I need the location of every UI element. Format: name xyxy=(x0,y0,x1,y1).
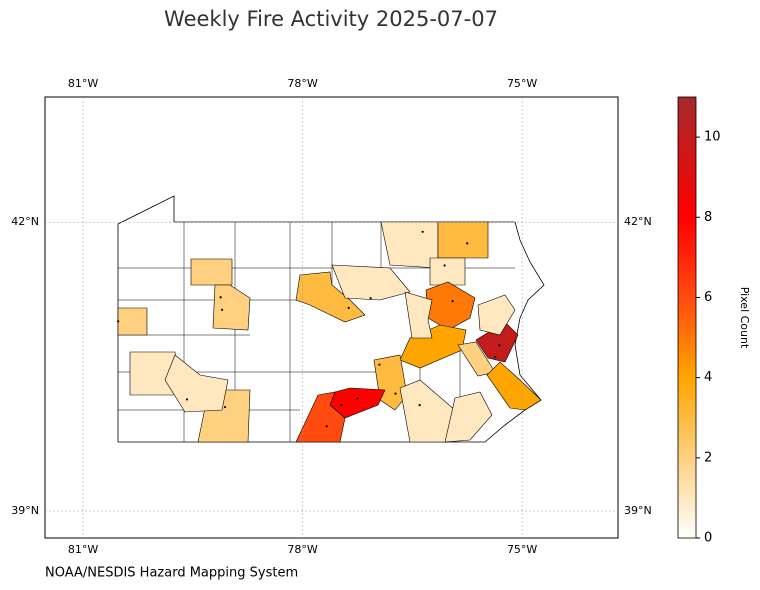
source: NOAA/NESDIS Hazard Mapping System xyxy=(45,566,298,581)
x-tick-label: 78°W xyxy=(287,77,317,90)
title: Weekly Fire Activity 2025-07-07 xyxy=(164,7,498,31)
fire-point xyxy=(443,264,446,267)
colorbar-tick-label: 2 xyxy=(704,450,712,465)
map-frame xyxy=(44,96,619,539)
y-tick-label: 39°N xyxy=(11,504,39,517)
county-fill xyxy=(295,271,366,323)
y-tick-label: 42°N xyxy=(624,215,652,228)
x-tick-label: 81°W xyxy=(68,77,98,90)
fire-point xyxy=(219,296,222,299)
colorbar-tick-label: 10 xyxy=(704,130,721,145)
fire-point xyxy=(493,355,497,359)
colorbar-label: Pixel Count xyxy=(738,287,751,349)
fire-point xyxy=(223,405,227,409)
county-fill xyxy=(437,221,489,259)
county-fill xyxy=(212,284,251,331)
fire-point xyxy=(325,425,328,428)
county-fill xyxy=(380,221,439,269)
county-fill xyxy=(486,361,542,411)
colorbar-tick-label: 6 xyxy=(704,290,712,305)
county-fill xyxy=(295,391,346,443)
x-tick-label: 78°W xyxy=(287,543,317,556)
county-fill xyxy=(444,391,493,443)
fire-point xyxy=(466,242,469,245)
colorbar xyxy=(677,96,697,539)
fire-point xyxy=(378,363,381,366)
county-fill xyxy=(429,257,466,286)
fire-point xyxy=(340,404,343,407)
fire-point xyxy=(347,306,350,309)
fire-point xyxy=(421,230,424,233)
fire-point xyxy=(451,300,454,303)
county-fill xyxy=(331,264,411,301)
x-tick-label: 81°W xyxy=(68,543,98,556)
colorbar-tick-label: 0 xyxy=(704,531,712,546)
fire-point xyxy=(356,397,359,400)
county-fill xyxy=(404,291,433,339)
fire-point xyxy=(418,404,421,407)
y-tick-label: 39°N xyxy=(624,504,652,517)
x-tick-label: 75°W xyxy=(507,543,537,556)
county-fill xyxy=(477,294,516,336)
x-tick-label: 75°W xyxy=(507,77,537,90)
fire-point xyxy=(394,392,397,395)
fire-point xyxy=(185,398,189,401)
colorbar-tick-label: 4 xyxy=(704,370,712,385)
y-tick-label: 42°N xyxy=(11,215,39,228)
fire-point xyxy=(220,308,224,311)
county-fill xyxy=(117,307,148,336)
colorbar-tick-label: 8 xyxy=(704,210,712,225)
fire-point xyxy=(117,320,120,323)
fire-point xyxy=(498,344,501,347)
county-fill xyxy=(164,354,229,413)
fire-point xyxy=(369,297,372,300)
county-fill xyxy=(190,258,233,286)
